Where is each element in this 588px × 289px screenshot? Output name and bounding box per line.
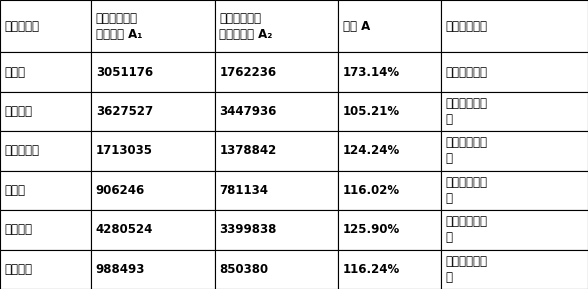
Text: 988493: 988493 bbox=[96, 263, 145, 276]
Bar bbox=[0, 210, 91, 249]
Text: 无明显基质效
应: 无明显基质效 应 bbox=[446, 97, 487, 126]
Bar bbox=[338, 210, 441, 249]
Bar bbox=[215, 171, 338, 210]
Bar bbox=[338, 249, 441, 289]
Text: 124.24%: 124.24% bbox=[343, 144, 400, 158]
Text: 3627527: 3627527 bbox=[96, 105, 153, 118]
Bar bbox=[441, 0, 588, 52]
Text: 906246: 906246 bbox=[96, 184, 145, 197]
Bar bbox=[441, 131, 588, 171]
Bar bbox=[0, 52, 91, 92]
Text: 化合物名称: 化合物名称 bbox=[5, 20, 40, 33]
Bar bbox=[215, 131, 338, 171]
Text: 无明显基质效
应: 无明显基质效 应 bbox=[446, 215, 487, 244]
Text: 3447936: 3447936 bbox=[219, 105, 277, 118]
Bar bbox=[215, 92, 338, 131]
Bar bbox=[441, 210, 588, 249]
Bar bbox=[0, 171, 91, 210]
Text: 大观霉素: 大观霉素 bbox=[5, 105, 33, 118]
Text: 781134: 781134 bbox=[219, 184, 268, 197]
Bar bbox=[91, 52, 215, 92]
Text: 1713035: 1713035 bbox=[96, 144, 153, 158]
Bar bbox=[215, 249, 338, 289]
Bar bbox=[91, 0, 215, 52]
Bar bbox=[91, 171, 215, 210]
Bar bbox=[441, 92, 588, 131]
Text: 1378842: 1378842 bbox=[219, 144, 276, 158]
Text: 安普霉素: 安普霉素 bbox=[5, 263, 33, 276]
Text: 无明显基质效
应: 无明显基质效 应 bbox=[446, 136, 487, 165]
Text: 基质效应评定: 基质效应评定 bbox=[446, 20, 487, 33]
Bar bbox=[215, 0, 338, 52]
Text: 850380: 850380 bbox=[219, 263, 269, 276]
Bar bbox=[441, 52, 588, 92]
Text: 125.90%: 125.90% bbox=[343, 223, 400, 236]
Text: 105.21%: 105.21% bbox=[343, 105, 400, 118]
Bar bbox=[338, 52, 441, 92]
Bar bbox=[91, 131, 215, 171]
Text: 116.24%: 116.24% bbox=[343, 263, 400, 276]
Bar bbox=[215, 210, 338, 249]
Text: 3051176: 3051176 bbox=[96, 66, 153, 79]
Bar bbox=[0, 0, 91, 52]
Text: 真度 A: 真度 A bbox=[343, 20, 370, 33]
Text: 庆大霉素: 庆大霉素 bbox=[5, 223, 33, 236]
Bar bbox=[441, 249, 588, 289]
Bar bbox=[215, 52, 338, 92]
Text: 基质增强效应: 基质增强效应 bbox=[446, 66, 487, 79]
Bar bbox=[441, 171, 588, 210]
Bar bbox=[0, 92, 91, 131]
Bar bbox=[91, 249, 215, 289]
Bar bbox=[338, 92, 441, 131]
Bar bbox=[0, 249, 91, 289]
Bar bbox=[91, 210, 215, 249]
Bar bbox=[338, 131, 441, 171]
Text: 1762236: 1762236 bbox=[219, 66, 276, 79]
Text: 链霉素: 链霉素 bbox=[5, 184, 26, 197]
Text: 新霉素: 新霉素 bbox=[5, 66, 26, 79]
Text: 无明显基质效
应: 无明显基质效 应 bbox=[446, 176, 487, 205]
Text: 溶剂稀释标准
品峰面积 A₁: 溶剂稀释标准 品峰面积 A₁ bbox=[96, 12, 142, 41]
Bar bbox=[0, 131, 91, 171]
Text: 3399838: 3399838 bbox=[219, 223, 277, 236]
Text: 4280524: 4280524 bbox=[96, 223, 153, 236]
Text: 无明显基质效
应: 无明显基质效 应 bbox=[446, 255, 487, 284]
Text: 双氢链霉素: 双氢链霉素 bbox=[5, 144, 40, 158]
Bar bbox=[338, 0, 441, 52]
Text: 173.14%: 173.14% bbox=[343, 66, 400, 79]
Bar bbox=[91, 92, 215, 131]
Text: 116.02%: 116.02% bbox=[343, 184, 400, 197]
Bar bbox=[338, 171, 441, 210]
Text: 提取液稀释标
准品峰面积 A₂: 提取液稀释标 准品峰面积 A₂ bbox=[219, 12, 273, 41]
